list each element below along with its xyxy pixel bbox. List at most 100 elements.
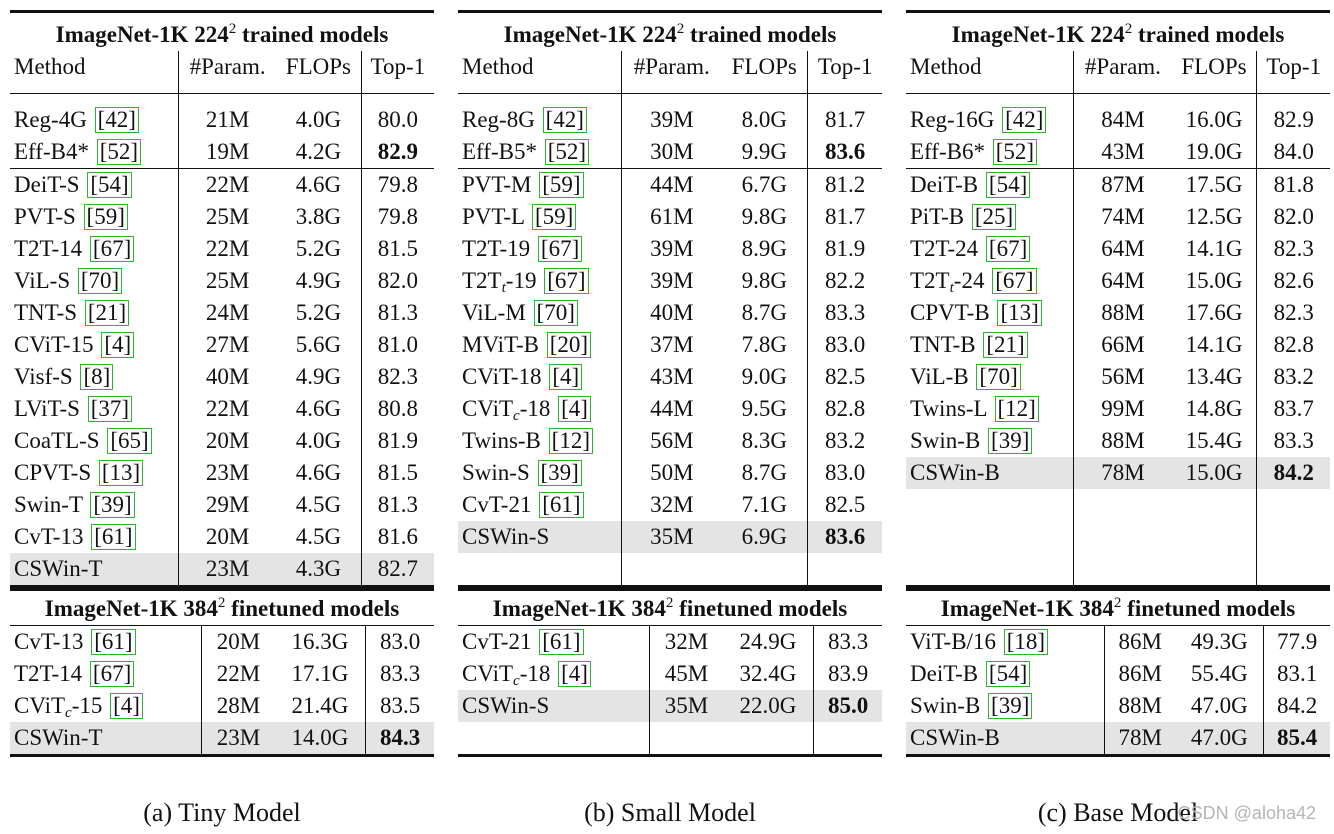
top1-cell: 83.0 [807,329,882,361]
citation-link[interactable]: [4] [101,332,135,358]
method-cell: CPVT-S [13] [10,457,179,489]
method-name: TNT-B [910,332,976,357]
flops-cell: 16.3G [274,625,366,658]
table-row: T2Tt-19 [67] 39M 9.8G 82.2 [458,265,882,297]
top1-cell: 80.8 [360,393,434,425]
citation-link[interactable]: [61] [91,524,136,550]
method-cell: LViT-S [37] [10,393,179,425]
citation-link[interactable]: [39] [988,428,1033,454]
citation-link[interactable]: [59] [531,204,577,230]
method-name: CvT-13 [14,524,84,549]
citation-link[interactable]: [42] [94,107,139,133]
method-cell: CViTc-18 [4] [458,393,622,425]
citation-link[interactable]: [65] [107,428,152,454]
flops-cell: 21.4G [291,693,349,718]
citation-link[interactable]: [61] [539,629,584,655]
params-cell: 22M [178,168,277,201]
citation-link[interactable]: [37] [87,396,133,422]
citation-link[interactable]: [13] [997,300,1042,326]
method-name: LViT-S [14,396,80,421]
citation-link[interactable]: [42] [1002,107,1047,133]
method-cell: CvT-13 [61] [10,521,179,553]
flops-cell: 19.0G [1185,139,1243,164]
citation-link[interactable]: [52] [544,139,590,165]
citation-link[interactable]: [67] [985,236,1031,262]
table-row: CViTc-18 [4] 45M 32.4G 83.9 [458,658,882,690]
flops-cell: 8.7G [741,460,787,485]
method-cell: Swin-B [39] [906,690,1105,722]
table-row: ViL-B [70] 56M 13.4G 83.2 [906,361,1330,393]
method-cell: MViT-B [20] [458,329,622,361]
flops-cell: 5.2G [295,236,342,261]
citation-link[interactable]: [20] [546,332,592,358]
flops-cell: 9.0G [741,364,787,389]
method-name: T2T-14 [14,236,83,261]
citation-link[interactable]: [54] [87,172,132,198]
citation-link[interactable]: [61] [539,492,584,518]
citation-link[interactable]: [42] [542,107,587,133]
top1-cell: 83.3 [365,658,434,690]
method-name: Visf-S [14,364,73,389]
citation-link[interactable]: [4] [110,693,143,719]
method-cell: PiT-B [25] [906,201,1074,233]
params-cell: 61M [621,201,722,233]
title-suffix: trained models [242,22,389,47]
top1-cell: 83.6 [807,521,882,553]
citation-link[interactable]: [39] [90,492,135,518]
citation-link[interactable]: [12] [548,428,593,454]
method-cell: CViTc-15 [4] [10,690,202,722]
citation-link[interactable]: [59] [539,172,584,198]
citation-link[interactable]: [67] [89,661,135,687]
citation-link[interactable]: [8] [80,364,114,390]
citation-link[interactable]: [67] [544,268,589,294]
citation-link[interactable]: [54] [985,172,1031,198]
flops-cell: 9.8G [741,204,787,229]
table-row: CViTc-15 [4] 28M 21.4G 83.5 [10,690,434,722]
citation-link[interactable]: [52] [992,139,1038,165]
trained-models-table: ImageNet-1K 2242 trained models Method #Pa… [458,10,882,588]
params-cell: 23M [178,553,277,588]
method-name: PVT-M [462,172,532,197]
citation-link[interactable]: [67] [89,236,135,262]
params-cell: 40M [621,297,722,329]
params-cell: 23M [178,457,277,489]
method-name: CvT-21 [462,492,532,517]
citation-link[interactable]: [70] [976,364,1021,390]
citation-link[interactable]: [67] [992,268,1037,294]
citation-link[interactable]: [67] [537,236,583,262]
citation-link[interactable]: [18] [1003,629,1049,655]
title-text: ImageNet-1K 384 [492,596,666,621]
citation-link[interactable]: [52] [96,139,142,165]
citation-link[interactable]: [25] [971,204,1017,230]
citation-link[interactable]: [61] [91,629,136,655]
flops-cell: 4.0G [295,107,342,132]
flops-cell: 8.3G [741,428,787,453]
citation-link[interactable]: [4] [558,396,591,422]
empty-row [458,722,882,757]
trained-title-row: ImageNet-1K 2242 trained models [458,10,882,51]
citation-link[interactable]: [4] [549,364,583,390]
citation-link[interactable]: [13] [98,460,144,486]
panel-base-model: ImageNet-1K 2242 trained models Method #Pa… [906,10,1330,757]
title-text: ImageNet-1K 384 [940,596,1114,621]
citation-link[interactable]: [70] [533,300,578,326]
citation-link[interactable]: [54] [985,661,1031,687]
citation-link[interactable]: [39] [537,460,582,486]
flops-cell: 47.0G [1190,693,1248,718]
params-cell: 28M [201,690,275,722]
method-cell: Swin-B [39] [906,425,1074,457]
method-cell: Reg-8G [42] [458,104,622,136]
citation-link[interactable]: [39] [988,693,1033,719]
title-superscript: 2 [228,21,237,37]
ft-title-row: ImageNet-1K 3842 finetuned models [906,588,1330,626]
method-cell: T2T-14 [67] [10,233,179,265]
citation-link[interactable]: [59] [83,204,128,230]
top1-cell: 81.7 [807,201,882,233]
citation-link[interactable]: [21] [983,332,1028,358]
citation-link[interactable]: [12] [994,396,1039,422]
column-header-row: Method #Param. FLOPs Top-1 [458,51,882,94]
citation-link[interactable]: [4] [558,661,591,687]
method-name: ViL-B [910,364,969,389]
citation-link[interactable]: [70] [77,268,123,294]
citation-link[interactable]: [21] [84,300,130,326]
